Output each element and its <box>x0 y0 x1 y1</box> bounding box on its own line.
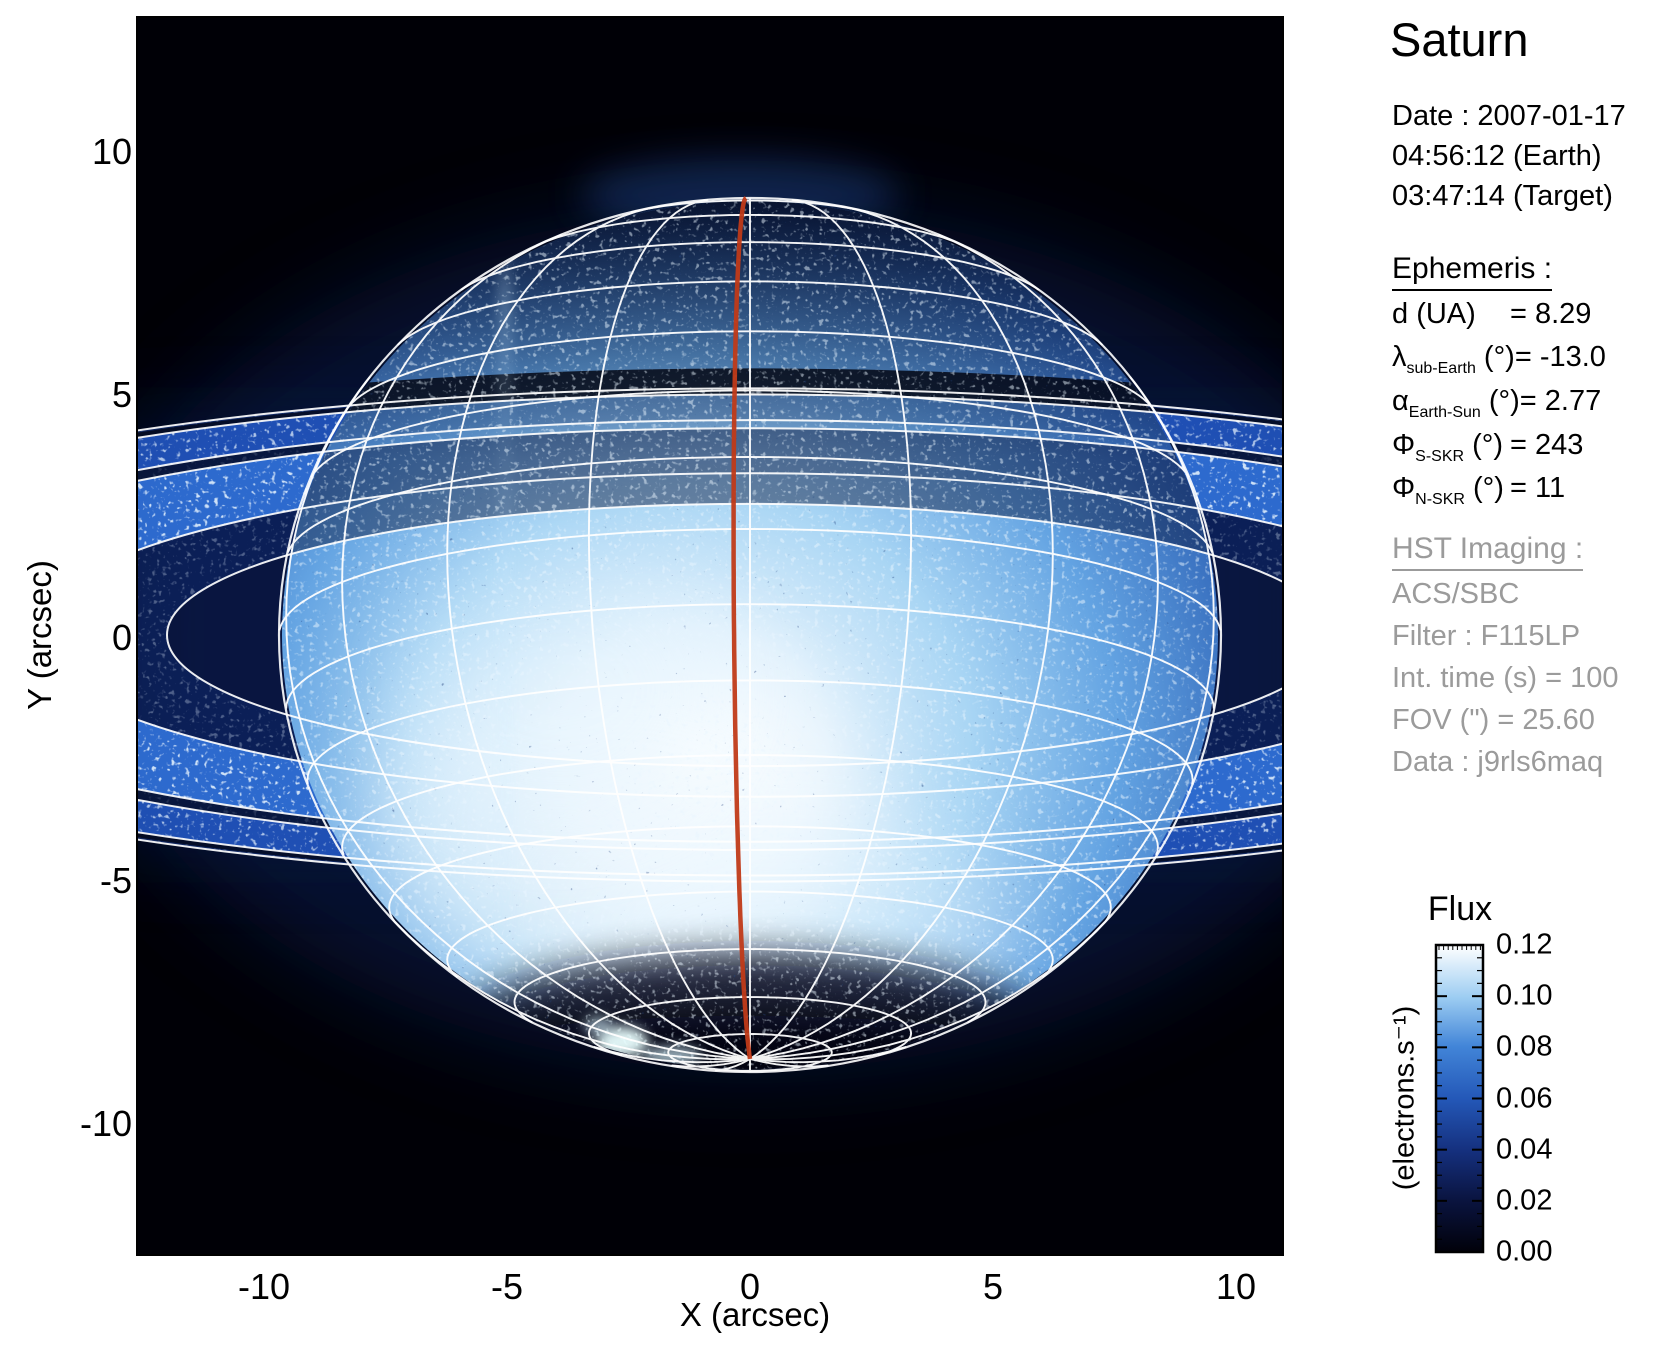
time-earth-line: 04:56:12 (Earth) <box>1392 140 1602 172</box>
unit: (°) <box>1475 341 1515 373</box>
ephemeris-row: ΦS-SKR (°) = 243 <box>1392 429 1583 466</box>
planet-limb <box>277 196 1223 1074</box>
x-tick-label: 10 <box>1215 1266 1257 1307</box>
plot-area <box>137 17 1283 1255</box>
hst-line-dataset: Data : j9rls6maq <box>1392 746 1604 778</box>
symbol: Φ <box>1392 472 1416 504</box>
value: = 11 <box>1510 472 1566 504</box>
planet-grid <box>278 198 1222 1072</box>
symbol-subscript: Earth-Sun <box>1408 403 1481 421</box>
y-tick-label: 10 <box>91 131 132 172</box>
y-tick-label: 5 <box>111 374 132 415</box>
ephemeris-row: d (UA) = 8.29 <box>1392 298 1591 335</box>
symbol-subscript: S-SKR <box>1415 447 1465 465</box>
symbol-subscript: sub-Earth <box>1406 359 1476 377</box>
hst-imaging-heading: HST Imaging : <box>1392 532 1584 571</box>
x-tick-label: 5 <box>982 1266 1004 1307</box>
ephemeris-row: αEarth-Sun (°) = 2.77 <box>1392 385 1601 422</box>
ephemeris-row: λsub-Earth (°) = -13.0 <box>1392 341 1606 378</box>
y-tick-label: -5 <box>99 860 132 901</box>
plot-frame <box>136 16 1284 1256</box>
ephemeris-row: ΦN-SKR (°) = 11 <box>1392 472 1565 509</box>
value: = 8.29 <box>1510 298 1592 330</box>
colorbar-tick-label: 0.08 <box>1496 1030 1553 1063</box>
hst-line-fov: FOV (") = 25.60 <box>1392 704 1595 736</box>
symbol-subscript: N-SKR <box>1415 490 1465 508</box>
x-axis-label: X (arcsec) <box>679 1296 831 1333</box>
y-tick-label: -10 <box>79 1103 132 1144</box>
colorbar-unit-label: (electrons.s⁻¹) <box>1388 1005 1421 1191</box>
time-target-line: 03:47:14 (Target) <box>1392 180 1613 212</box>
colorbar-tick-label: 0.06 <box>1496 1082 1553 1115</box>
unit: (°) <box>1464 472 1504 504</box>
value: = -13.0 <box>1514 341 1606 373</box>
symbol: α <box>1392 385 1409 417</box>
colorbar-tick-label: 0.04 <box>1496 1133 1553 1166</box>
x-tick-label: 0 <box>739 1266 761 1307</box>
date-line: Date : 2007-01-17 <box>1392 100 1626 132</box>
x-tick-label: -5 <box>490 1266 524 1307</box>
colorbar-tick-label: 0.12 <box>1496 928 1553 961</box>
colorbar-title: Flux <box>1427 890 1493 928</box>
central-meridian-line <box>731 196 753 1060</box>
x-tick-label: -10 <box>237 1266 291 1307</box>
symbol: d <box>1392 298 1409 330</box>
y-axis-label: Y (arcsec) <box>21 560 58 710</box>
value: = 2.77 <box>1519 385 1602 417</box>
page-title: Saturn <box>1390 13 1529 66</box>
symbol: Φ <box>1392 429 1416 461</box>
flux-colorbar <box>1434 943 1485 1254</box>
y-tick-label: 0 <box>111 617 132 658</box>
unit: (°) <box>1464 429 1504 461</box>
value: = 243 <box>1510 429 1584 461</box>
hst-line-instrument: ACS/SBC <box>1392 578 1520 610</box>
unit: (°) <box>1480 385 1520 417</box>
hst-line-inttime: Int. time (s) = 100 <box>1392 662 1619 694</box>
unit: (UA) <box>1408 298 1476 330</box>
symbol: λ <box>1392 341 1407 373</box>
hst-line-filter: Filter : F115LP <box>1392 620 1581 652</box>
colorbar-tick-label: 0.00 <box>1496 1235 1553 1268</box>
ephemeris-heading: Ephemeris : <box>1392 252 1553 291</box>
observation-datetime: Date : 2007-01-17 04:56:12 (Earth) 03:47… <box>1392 96 1626 216</box>
colorbar-tick-label: 0.10 <box>1496 979 1553 1012</box>
colorbar-tick-label: 0.02 <box>1496 1184 1553 1217</box>
